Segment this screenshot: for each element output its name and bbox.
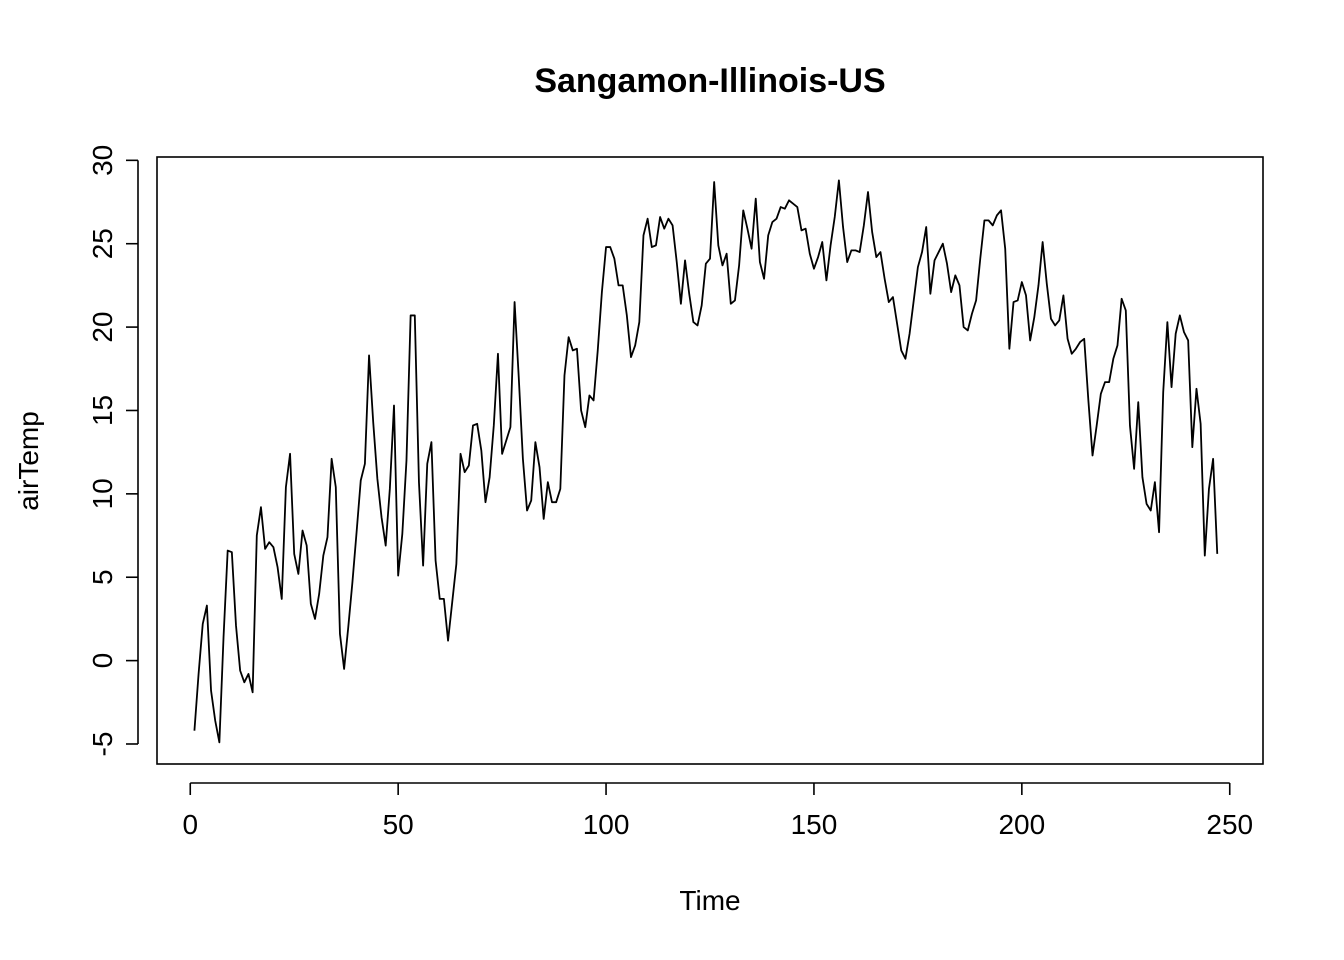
chart-title: Sangamon-Illinois-US (534, 62, 885, 100)
y-axis-label: airTemp (13, 411, 44, 511)
x-tick-label: 150 (791, 809, 838, 840)
y-tick-label: 5 (87, 569, 118, 585)
y-tick-label: 25 (87, 228, 118, 259)
y-tick-label: 0 (87, 653, 118, 669)
series-line (193, 179, 1219, 744)
y-axis: -5 0 5 10 15 20 25 30 (87, 145, 139, 757)
y-tick-label: 10 (87, 478, 118, 509)
y-tick-label: 15 (87, 395, 118, 426)
y-tick-label: 20 (87, 312, 118, 343)
y-tick-label: 30 (87, 145, 118, 176)
x-axis-label: Time (679, 885, 740, 916)
x-tick-label: 100 (583, 809, 630, 840)
x-tick-label: 50 (383, 809, 414, 840)
plot-frame (156, 156, 1264, 765)
x-tick-label: 250 (1206, 809, 1253, 840)
x-tick-label: 200 (998, 809, 1045, 840)
x-tick-label: 0 (182, 809, 198, 840)
x-axis: 0 50 100 150 200 250 (182, 782, 1253, 840)
y-tick-label: -5 (87, 732, 118, 757)
